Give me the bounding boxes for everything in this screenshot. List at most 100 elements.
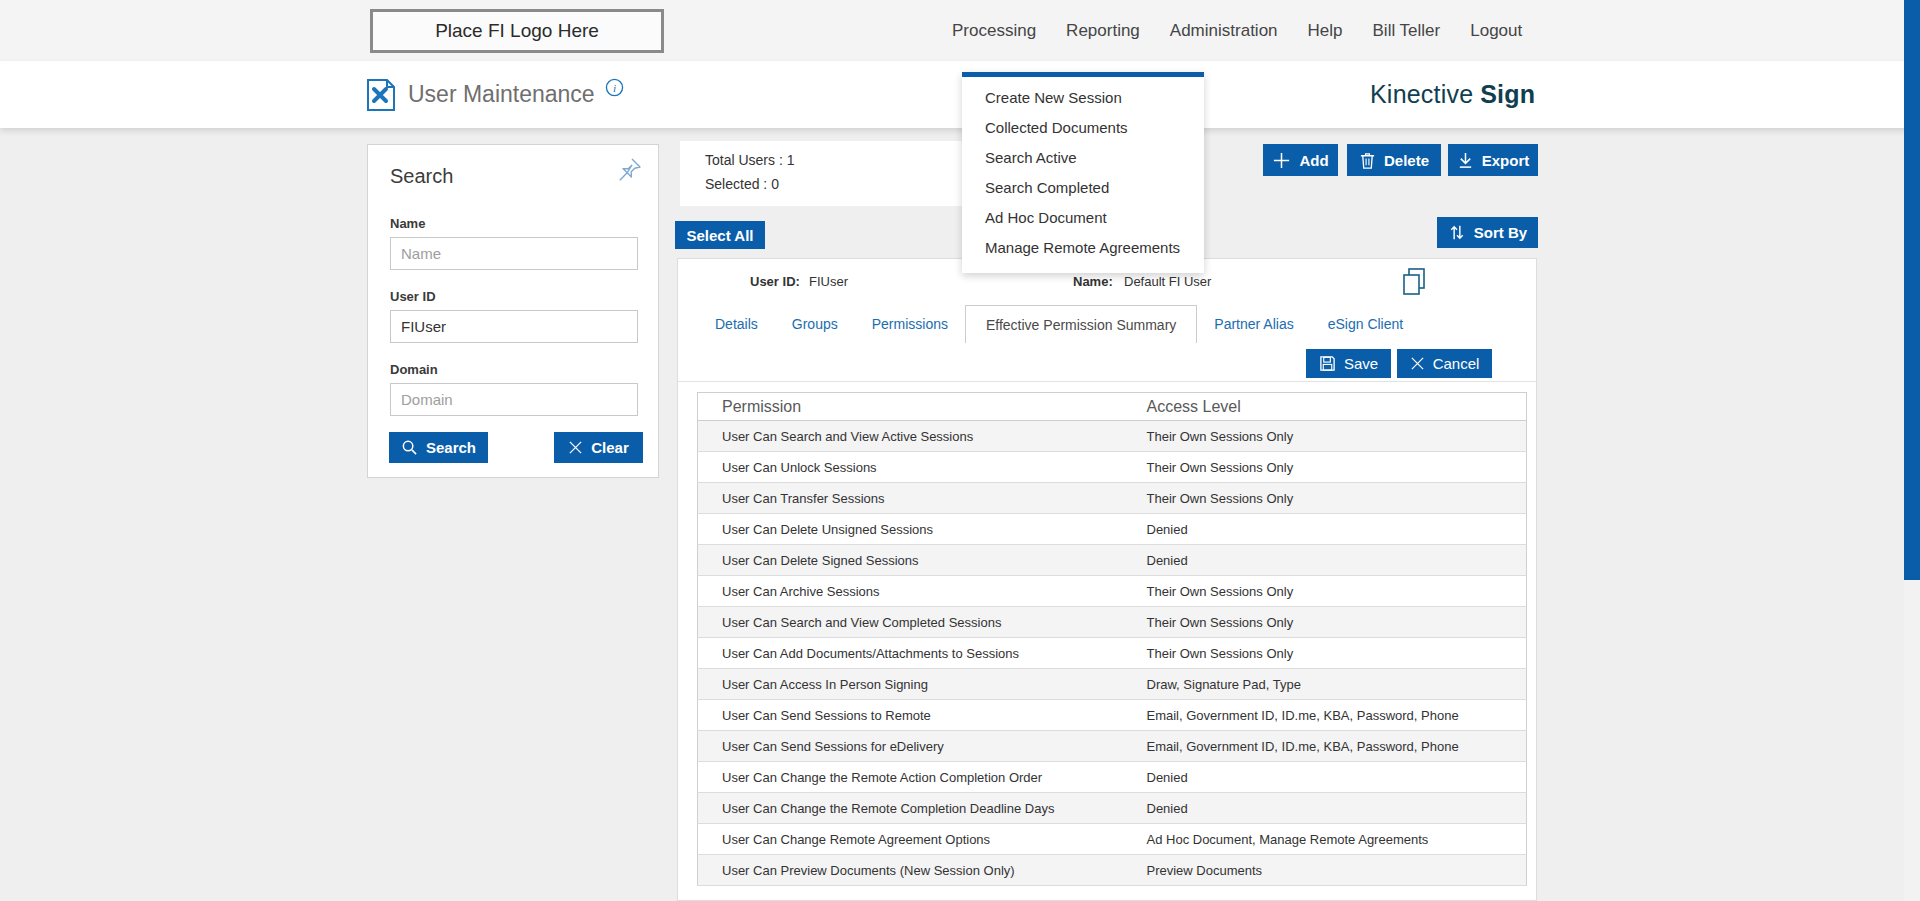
cancel-label: Cancel	[1433, 355, 1480, 372]
tab-details[interactable]: Details	[698, 305, 775, 343]
top-nav: Processing Reporting Administration Help…	[952, 0, 1522, 61]
sort-arrows-icon	[1448, 223, 1466, 242]
page-title: User Maintenance	[408, 81, 595, 108]
search-button-label: Search	[426, 439, 476, 456]
cancel-button[interactable]: Cancel	[1397, 349, 1492, 378]
name-value: Default FI User	[1124, 274, 1211, 289]
menu-item-collected-documents[interactable]: Collected Documents	[962, 113, 1204, 143]
sort-by-button[interactable]: Sort By	[1437, 217, 1538, 248]
nav-item-help[interactable]: Help	[1308, 21, 1343, 41]
nav-item-bill-teller[interactable]: Bill Teller	[1373, 21, 1441, 41]
permission-cell: User Can Delete Unsigned Sessions	[698, 514, 1123, 545]
table-row: User Can Archive SessionsTheir Own Sessi…	[698, 576, 1527, 607]
access-level-cell: Ad Hoc Document, Manage Remote Agreement…	[1123, 824, 1527, 855]
table-row: User Can Preview Documents (New Session …	[698, 855, 1527, 886]
menu-item-search-active[interactable]: Search Active	[962, 143, 1204, 173]
access-level-cell: Denied	[1123, 514, 1527, 545]
select-all-button[interactable]: Select All	[675, 221, 765, 249]
add-label: Add	[1299, 152, 1328, 169]
save-button[interactable]: Save	[1306, 349, 1391, 378]
table-row: User Can Change the Remote Completion De…	[698, 793, 1527, 824]
name-label: Name	[390, 216, 425, 231]
access-level-cell: Denied	[1123, 545, 1527, 576]
export-button[interactable]: Export	[1448, 144, 1538, 176]
permission-cell: User Can Change the Remote Completion De…	[698, 793, 1123, 824]
search-icon	[401, 439, 418, 456]
menu-item-search-completed[interactable]: Search Completed	[962, 173, 1204, 203]
search-panel: Search Name User ID Domain Search Clear	[367, 144, 659, 478]
nav-item-administration[interactable]: Administration	[1170, 21, 1278, 41]
copy-icon[interactable]	[1401, 267, 1427, 297]
user-id-input[interactable]	[390, 310, 638, 343]
permission-cell: User Can Send Sessions to Remote	[698, 700, 1123, 731]
column-header-access-level: Access Level	[1123, 393, 1527, 421]
access-level-cell: Their Own Sessions Only	[1123, 607, 1527, 638]
tab-partner-alias[interactable]: Partner Alias	[1197, 305, 1310, 343]
clear-x-icon	[568, 440, 583, 455]
delete-label: Delete	[1384, 152, 1429, 169]
delete-button[interactable]: Delete	[1347, 144, 1441, 176]
table-row: User Can Transfer SessionsTheir Own Sess…	[698, 483, 1527, 514]
save-label: Save	[1344, 355, 1378, 372]
sort-by-label: Sort By	[1474, 224, 1527, 241]
table-row: User Can Delete Signed SessionsDenied	[698, 545, 1527, 576]
access-level-cell: Denied	[1123, 762, 1527, 793]
permission-cell: User Can Transfer Sessions	[698, 483, 1123, 514]
name-field-label: Name:	[1073, 274, 1113, 289]
brand-logo: Kinective Sign	[1370, 61, 1535, 128]
table-row: User Can Unlock SessionsTheir Own Sessio…	[698, 452, 1527, 483]
clear-button-label: Clear	[591, 439, 629, 456]
tab-groups[interactable]: Groups	[775, 305, 855, 343]
total-users-count: Total Users : 1	[705, 152, 794, 168]
table-row: User Can Change Remote Agreement Options…	[698, 824, 1527, 855]
table-row: User Can Delete Unsigned SessionsDenied	[698, 514, 1527, 545]
permission-cell: User Can Send Sessions for eDelivery	[698, 731, 1123, 762]
save-floppy-icon	[1319, 355, 1336, 372]
user-detail-card: User ID: FIUser Name: Default FI User De…	[677, 258, 1537, 901]
nav-item-processing[interactable]: Processing	[952, 21, 1036, 41]
totals-box: Total Users : 1 Selected : 0	[680, 141, 967, 206]
domain-label: Domain	[390, 362, 438, 377]
scrollbar-thumb[interactable]	[1904, 0, 1920, 580]
table-header-row: Permission Access Level	[698, 393, 1527, 421]
card-divider	[678, 381, 1536, 382]
tab-permissions[interactable]: Permissions	[855, 305, 965, 343]
permission-cell: User Can Change Remote Agreement Options	[698, 824, 1123, 855]
access-level-cell: Their Own Sessions Only	[1123, 576, 1527, 607]
tab-esign-client[interactable]: eSign Client	[1311, 305, 1421, 343]
plus-icon	[1272, 151, 1291, 170]
permission-cell: User Can Unlock Sessions	[698, 452, 1123, 483]
fi-logo-placeholder: Place FI Logo Here	[370, 9, 664, 53]
permission-cell: User Can Preview Documents (New Session …	[698, 855, 1123, 886]
page-scrollbar[interactable]	[1904, 0, 1920, 901]
nav-item-reporting[interactable]: Reporting	[1066, 21, 1140, 41]
export-label: Export	[1482, 152, 1530, 169]
clear-button[interactable]: Clear	[554, 432, 643, 463]
user-maintenance-icon	[366, 78, 396, 112]
domain-input[interactable]	[390, 383, 638, 416]
nav-item-logout[interactable]: Logout	[1470, 21, 1522, 41]
name-input[interactable]	[390, 237, 638, 270]
search-button[interactable]: Search	[389, 432, 488, 463]
svg-text:i: i	[613, 82, 616, 94]
trash-icon	[1359, 151, 1376, 170]
access-level-cell: Their Own Sessions Only	[1123, 483, 1527, 514]
page-header-left: User Maintenance i	[366, 61, 624, 128]
table-row: User Can Add Documents/Attachments to Se…	[698, 638, 1527, 669]
tab-effective-permission-summary[interactable]: Effective Permission Summary	[965, 305, 1197, 343]
menu-item-create-new-session[interactable]: Create New Session	[962, 83, 1204, 113]
search-panel-title: Search	[390, 165, 453, 188]
info-icon[interactable]: i	[605, 78, 624, 97]
table-row: User Can Search and View Completed Sessi…	[698, 607, 1527, 638]
brand-bold: Sign	[1480, 80, 1535, 109]
add-button[interactable]: Add	[1263, 144, 1338, 176]
menu-item-manage-remote-agreements[interactable]: Manage Remote Agreements	[962, 233, 1204, 263]
table-row: User Can Change the Remote Action Comple…	[698, 762, 1527, 793]
permission-cell: User Can Delete Signed Sessions	[698, 545, 1123, 576]
user-id-field-label: User ID:	[750, 274, 800, 289]
permission-cell: User Can Search and View Active Sessions	[698, 421, 1123, 452]
menu-item-ad-hoc-document[interactable]: Ad Hoc Document	[962, 203, 1204, 233]
permissions-table: Permission Access Level User Can Search …	[697, 392, 1527, 886]
pin-icon[interactable]	[614, 155, 644, 185]
download-icon	[1457, 151, 1474, 170]
